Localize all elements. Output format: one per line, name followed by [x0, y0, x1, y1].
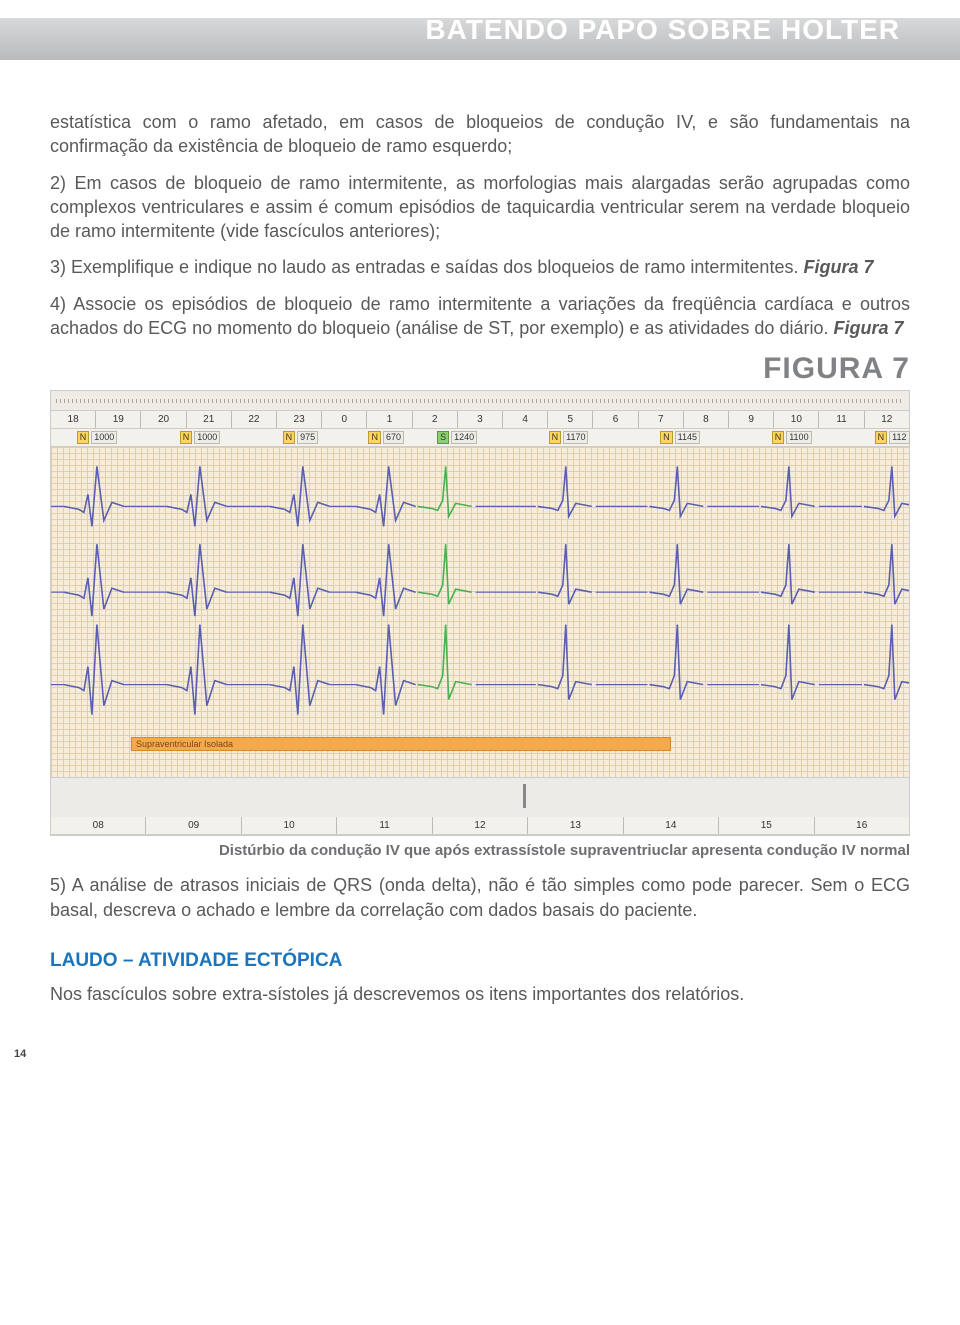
beat-type-tag: N [875, 431, 888, 444]
beat-annotation: N1100 [772, 431, 812, 444]
beat-rr-value: 1170 [563, 431, 588, 444]
beat-annotation: N112 [875, 431, 910, 444]
ruler-tick: 7 [638, 411, 683, 428]
paragraph-4: 4) Associe os episódios de bloqueio de r… [50, 292, 910, 341]
ruler-tick: 5 [547, 411, 592, 428]
ruler-tick: 3 [457, 411, 502, 428]
beat-type-tag: S [437, 431, 449, 444]
paragraph-6: Nos fascículos sobre extra-sístoles já d… [50, 982, 910, 1006]
beat-annotation: N1000 [180, 431, 221, 444]
figure-ref-1: Figura 7 [803, 257, 873, 277]
beat-rr-value: 1000 [194, 431, 220, 444]
beat-type-tag: N [772, 431, 785, 444]
ruler-tick: 22 [231, 411, 276, 428]
ruler-tick: 14 [623, 817, 718, 834]
beat-rr-value: 1240 [451, 431, 477, 444]
ruler-tick: 13 [527, 817, 622, 834]
beat-type-tag: N [283, 431, 296, 444]
page-content: estatística com o ramo afetado, em casos… [0, 60, 960, 1048]
figure-label: FIGURA 7 [50, 352, 910, 386]
paragraph-1: estatística com o ramo afetado, em casos… [50, 110, 910, 159]
ruler-tick: 18 [51, 411, 95, 428]
ruler-tick: 4 [502, 411, 547, 428]
ecg-top-ruler: 1819202122230123456789101112 [51, 411, 909, 429]
beat-annotation: N975 [283, 431, 319, 444]
section-heading: LAUDO – ATIVIDADE ECTÓPICA [50, 950, 910, 972]
ecg-figure: 1819202122230123456789101112 N1000N1000N… [50, 390, 910, 836]
paragraph-2: 2) Em casos de bloqueio de ramo intermit… [50, 171, 910, 244]
ruler-tick: 21 [186, 411, 231, 428]
paragraph-3: 3) Exemplifique e indique no laudo as en… [50, 255, 910, 279]
ecg-beat-annotations: N1000N1000N975N670S1240N1170N1145N1100N1… [51, 429, 909, 447]
beat-rr-value: 975 [297, 431, 318, 444]
ruler-tick: 09 [145, 817, 240, 834]
ruler-tick: 8 [683, 411, 728, 428]
figure-ref-2: Figura 7 [833, 318, 903, 338]
paragraph-3-text: 3) Exemplifique e indique no laudo as en… [50, 257, 803, 277]
beat-annotation: N1145 [660, 431, 700, 444]
beat-type-tag: N [660, 431, 673, 444]
beat-type-tag: N [77, 431, 90, 444]
ruler-tick: 0 [321, 411, 366, 428]
page-footer: 14 [0, 1048, 960, 1078]
ruler-tick: 19 [95, 411, 140, 428]
ruler-tick: 10 [241, 817, 336, 834]
page-header: BATENDO PAPO SOBRE HOLTER [0, 0, 960, 60]
beat-rr-value: 1100 [786, 431, 811, 444]
ruler-tick: 12 [864, 411, 909, 428]
ecg-waveform-plot: Supraventricular Isolada [51, 447, 909, 777]
ecg-bottom-ruler: 080910111213141516 [51, 817, 909, 835]
ruler-tick: 12 [432, 817, 527, 834]
header-title: BATENDO PAPO SOBRE HOLTER [425, 14, 900, 46]
figure-caption: Distúrbio da condução IV que após extras… [50, 842, 910, 859]
ruler-tick: 08 [51, 817, 145, 834]
ruler-tick: 1 [366, 411, 411, 428]
ecg-overview-strip [51, 391, 909, 411]
beat-rr-value: 1145 [675, 431, 700, 444]
ruler-tick: 6 [592, 411, 637, 428]
beat-annotation: N1000 [77, 431, 118, 444]
beat-type-tag: N [368, 431, 381, 444]
ruler-tick: 2 [412, 411, 457, 428]
ruler-tick: 23 [276, 411, 321, 428]
beat-annotation: N670 [368, 431, 404, 444]
paragraph-4-text: 4) Associe os episódios de bloqueio de r… [50, 294, 910, 338]
beat-annotation: S1240 [437, 431, 477, 444]
ruler-tick: 11 [336, 817, 431, 834]
beat-rr-value: 1000 [91, 431, 117, 444]
beat-rr-value: 112 [889, 431, 909, 444]
ruler-tick: 11 [818, 411, 863, 428]
beat-type-tag: N [180, 431, 193, 444]
beat-annotation: N1170 [549, 431, 589, 444]
page-number: 14 [14, 1048, 26, 1060]
paragraph-5: 5) A análise de atrasos iniciais de QRS … [50, 873, 910, 922]
ruler-tick: 20 [140, 411, 185, 428]
ruler-tick: 9 [728, 411, 773, 428]
ecg-event-bar: Supraventricular Isolada [131, 737, 671, 751]
beat-rr-value: 670 [383, 431, 404, 444]
ecg-scrollbar-area [51, 777, 909, 817]
ruler-tick: 15 [718, 817, 813, 834]
beat-type-tag: N [549, 431, 562, 444]
ruler-tick: 10 [773, 411, 818, 428]
ruler-tick: 16 [814, 817, 909, 834]
